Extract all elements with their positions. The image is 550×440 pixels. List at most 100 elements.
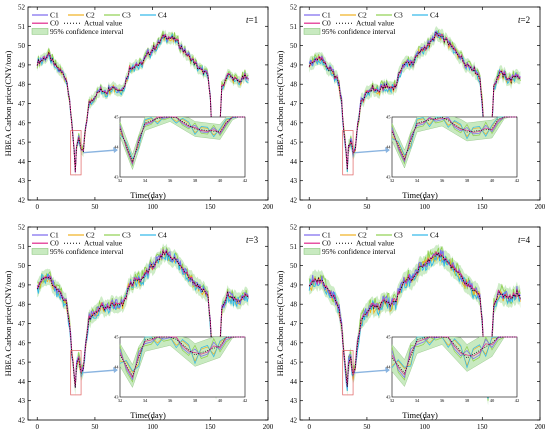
- inset-x-tick-label: 42: [243, 178, 248, 183]
- y-tick-label: 49: [18, 281, 26, 289]
- inset-x-tick-label: 42: [515, 178, 520, 183]
- x-tick-label: 200: [535, 203, 546, 211]
- inset-series-actual: [391, 116, 517, 160]
- series-actual: [36, 34, 249, 172]
- inset-y-tick-label: 45: [386, 335, 391, 340]
- x-tick-label: 150: [205, 423, 216, 431]
- y-tick-label: 45: [290, 359, 298, 367]
- x-tick-label: 100: [419, 203, 430, 211]
- zoom-region-box: [342, 130, 354, 176]
- inset-x-tick-label: 34: [415, 178, 420, 183]
- y-tick-label: 47: [290, 100, 298, 108]
- series-actual: [308, 251, 521, 396]
- y-tick-label: 46: [290, 339, 298, 347]
- inset-series-c0: [119, 336, 245, 379]
- inset-series-c4: [119, 336, 245, 372]
- legend-label: C2: [358, 231, 367, 240]
- x-axis-title: Time(day): [402, 410, 438, 420]
- y-tick-label: 46: [18, 119, 26, 127]
- inset-x-tick-label: 34: [143, 178, 148, 183]
- y-axis-title: HBEA Carbon price(CNY/ton): [275, 270, 285, 376]
- y-axis-title: HBEA Carbon price(CNY/ton): [3, 50, 13, 156]
- y-axis-title: HBEA Carbon price(CNY/ton): [275, 50, 285, 156]
- legend-swatch-ci: [31, 248, 49, 255]
- legend-swatch-ci: [303, 248, 321, 255]
- legend-label: C4: [158, 11, 167, 20]
- inset-series-c0: [391, 336, 517, 376]
- legend-label: C3: [394, 11, 403, 20]
- inset-x-tick-label: 34: [143, 398, 148, 403]
- inset-y-tick-label: 43: [114, 395, 119, 400]
- y-tick-label: 50: [18, 42, 26, 50]
- x-axis-title: Time(day): [130, 410, 166, 420]
- y-tick-label: 42: [290, 417, 298, 425]
- y-tick-label: 46: [290, 119, 298, 127]
- chart-panel-3: 42 43 44 45 46 47 48 49 50 51 52 0 50 100 150 200 Time(d…: [3, 224, 274, 432]
- legend-label: C2: [86, 11, 95, 20]
- y-tick-label: 44: [18, 158, 26, 166]
- y-tick-label: 42: [18, 417, 26, 425]
- y-tick-label: 52: [18, 224, 26, 232]
- inset-x-tick-label: 38: [465, 178, 470, 183]
- inset-y-tick-label: 44: [114, 145, 119, 150]
- x-tick-label: 50: [363, 423, 371, 431]
- legend-label: C1: [322, 11, 331, 20]
- zoom-region-box: [342, 350, 354, 396]
- zoom-arrowhead: [385, 367, 390, 373]
- zoom-arrow: [355, 149, 390, 154]
- inset-x-tick-label: 32: [390, 398, 395, 403]
- x-tick-label: 200: [263, 423, 274, 431]
- legend-label: C4: [158, 231, 167, 240]
- inset-series-c4: [391, 116, 517, 156]
- y-tick-label: 49: [290, 61, 298, 69]
- legend-label: C4: [430, 231, 439, 240]
- inset-x-tick-label: 38: [193, 398, 198, 403]
- y-tick-label: 48: [290, 81, 298, 89]
- chart-panel-2: 42 43 44 45 46 47 48 49 50 51 52 0 50 100 150 200 Time(d…: [275, 4, 546, 212]
- inset-series-c1: [119, 336, 245, 381]
- y-tick-label: 44: [290, 378, 298, 386]
- y-tick-label: 48: [18, 81, 26, 89]
- inset-series-c4: [391, 336, 517, 369]
- y-tick-label: 44: [290, 158, 298, 166]
- y-tick-label: 45: [18, 139, 26, 147]
- inset-x-tick-label: 40: [218, 398, 223, 403]
- inset-y-tick-label: 45: [114, 335, 119, 340]
- panel-tag: t=2: [518, 15, 530, 25]
- inset-x-tick-label: 40: [218, 178, 223, 183]
- inset-x-tick-label: 32: [118, 398, 123, 403]
- x-tick-label: 100: [147, 203, 158, 211]
- inset-series-c1: [391, 116, 517, 163]
- x-tick-label: 200: [535, 423, 546, 431]
- y-tick-label: 47: [290, 320, 298, 328]
- inset-x-tick-label: 38: [465, 398, 470, 403]
- x-tick-label: 150: [477, 203, 488, 211]
- y-tick-label: 49: [290, 281, 298, 289]
- y-tick-label: 52: [18, 4, 26, 12]
- inset-x-tick-label: 40: [490, 398, 495, 403]
- y-tick-label: 50: [18, 262, 26, 270]
- inset-x-tick-label: 42: [515, 398, 520, 403]
- inset-y-tick-label: 45: [386, 115, 391, 120]
- y-tick-label: 51: [18, 243, 26, 251]
- panel-tag: t=1: [246, 15, 258, 25]
- x-tick-label: 150: [205, 203, 216, 211]
- inset-x-tick-label: 36: [168, 178, 173, 183]
- inset-series-c3: [391, 116, 517, 165]
- y-tick-label: 43: [18, 177, 26, 185]
- x-tick-label: 150: [477, 423, 488, 431]
- legend-label: C4: [430, 11, 439, 20]
- legend-label: C3: [122, 11, 131, 20]
- inset-x-tick-label: 40: [490, 178, 495, 183]
- y-tick-label: 51: [290, 243, 298, 251]
- y-tick-label: 49: [18, 61, 26, 69]
- inset-y-tick-label: 44: [114, 365, 119, 370]
- y-tick-label: 50: [290, 262, 298, 270]
- y-tick-label: 46: [18, 339, 26, 347]
- legend-label: C3: [122, 231, 131, 240]
- y-tick-label: 42: [290, 197, 298, 205]
- legend-label: Actual value: [84, 239, 123, 248]
- y-tick-label: 51: [290, 23, 298, 31]
- x-tick-label: 50: [91, 203, 99, 211]
- legend-label: C2: [358, 11, 367, 20]
